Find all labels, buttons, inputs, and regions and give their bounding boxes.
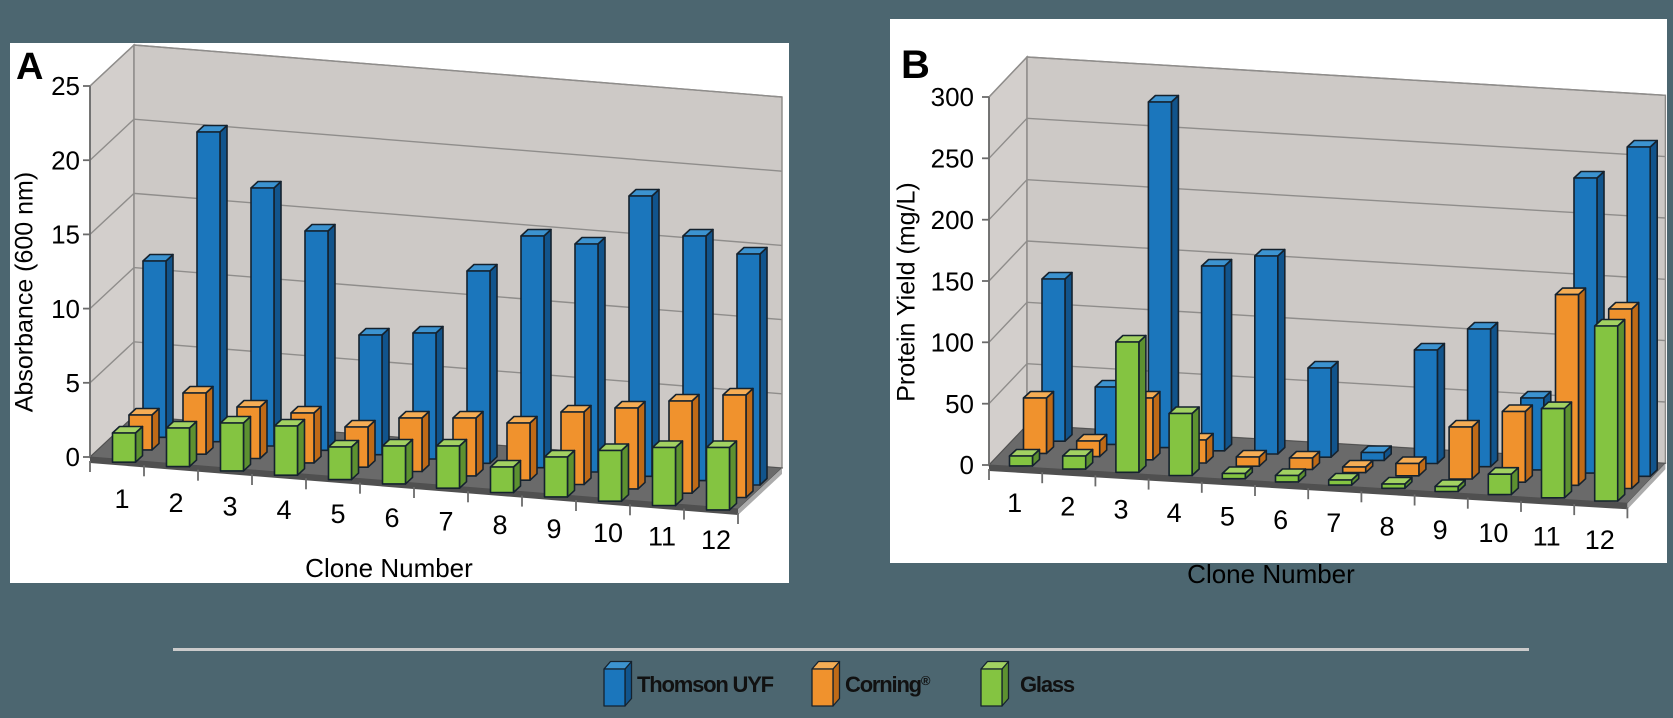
svg-text:6: 6 [384, 503, 399, 533]
svg-text:2: 2 [1060, 491, 1075, 521]
svg-text:Absorbance (600 nm): Absorbance (600 nm) [11, 172, 39, 412]
svg-text:Thomson UYF: Thomson UYF [637, 672, 774, 697]
svg-text:15: 15 [51, 220, 80, 250]
svg-text:200: 200 [931, 205, 974, 235]
svg-text:4: 4 [276, 495, 291, 525]
svg-text:Clone Number: Clone Number [1187, 559, 1355, 589]
svg-text:150: 150 [931, 266, 974, 296]
svg-text:12: 12 [701, 525, 731, 555]
svg-text:11: 11 [1533, 522, 1561, 552]
svg-text:Clone Number: Clone Number [305, 553, 473, 583]
svg-text:10: 10 [1478, 518, 1508, 548]
svg-text:5: 5 [330, 499, 345, 529]
svg-text:9: 9 [546, 514, 561, 544]
svg-text:A: A [16, 46, 43, 88]
svg-text:12: 12 [1585, 525, 1615, 555]
svg-text:10: 10 [593, 518, 623, 548]
svg-text:7: 7 [438, 507, 453, 537]
svg-text:50: 50 [945, 389, 974, 419]
svg-text:Corning®: Corning® [845, 672, 931, 697]
svg-text:3: 3 [1113, 495, 1128, 525]
svg-text:1: 1 [1007, 488, 1022, 518]
svg-text:6: 6 [1273, 505, 1288, 535]
svg-text:100: 100 [931, 328, 974, 358]
svg-text:B: B [901, 43, 930, 87]
svg-text:4: 4 [1167, 498, 1182, 528]
svg-text:20: 20 [51, 146, 80, 176]
svg-text:11: 11 [648, 522, 676, 552]
svg-text:10: 10 [51, 294, 80, 324]
svg-text:8: 8 [1379, 512, 1394, 542]
svg-text:8: 8 [492, 510, 507, 540]
svg-text:250: 250 [931, 144, 974, 174]
svg-text:Glass: Glass [1020, 672, 1075, 697]
svg-text:5: 5 [1220, 501, 1235, 531]
svg-text:300: 300 [931, 82, 974, 112]
svg-text:0: 0 [66, 442, 80, 472]
svg-text:1: 1 [114, 484, 129, 514]
svg-text:0: 0 [960, 450, 974, 480]
svg-text:5: 5 [66, 368, 80, 398]
svg-text:9: 9 [1433, 515, 1448, 545]
svg-text:3: 3 [222, 492, 237, 522]
svg-text:25: 25 [51, 71, 80, 101]
svg-text:Protein Yield (mg/L): Protein Yield (mg/L) [893, 182, 921, 402]
svg-text:7: 7 [1326, 508, 1341, 538]
svg-text:2: 2 [168, 488, 183, 518]
